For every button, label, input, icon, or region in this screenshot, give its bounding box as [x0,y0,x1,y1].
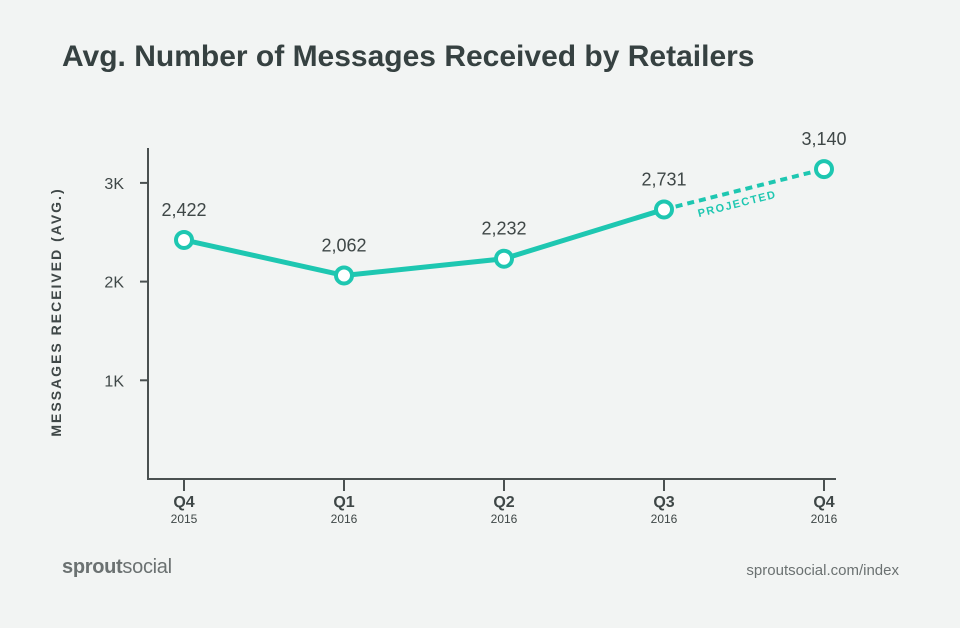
y-tick-label: 2K [104,275,124,292]
projected-annotation: PROJECTED [697,189,778,220]
y-axis-title: MESSAGES RECEIVED (AVG.) [48,187,64,436]
series-line [181,206,667,278]
data-point [174,229,194,250]
data-label: 2,422 [161,200,206,220]
sproutsocial-logo: sproutsocial [62,556,172,578]
data-point [494,248,514,269]
x-tick-year: 2015 [171,512,198,526]
projected-line [663,167,825,212]
x-tick-year: 2016 [811,512,838,526]
source-url: sproutsocial.com/index [746,562,899,579]
x-tick-label: Q2 [493,494,514,511]
data-point [334,265,354,286]
y-tick-label: 1K [104,373,124,390]
data-label: 3,140 [801,129,846,149]
x-tick-label: Q4 [813,494,834,511]
x-tick-label: Q1 [333,494,354,511]
x-tick-year: 2016 [491,512,518,526]
data-point [654,199,674,220]
x-tick-year: 2016 [331,512,358,526]
x-tick-year: 2016 [651,512,678,526]
x-tick-label: Q4 [173,494,194,511]
data-point [814,159,834,180]
data-label: 2,731 [641,169,686,189]
chart-title: Avg. Number of Messages Received by Reta… [62,40,755,73]
data-label: 2,232 [481,219,526,239]
x-tick-label: Q3 [653,494,674,511]
y-tick-label: 3K [104,176,124,193]
data-label: 2,062 [321,235,366,255]
